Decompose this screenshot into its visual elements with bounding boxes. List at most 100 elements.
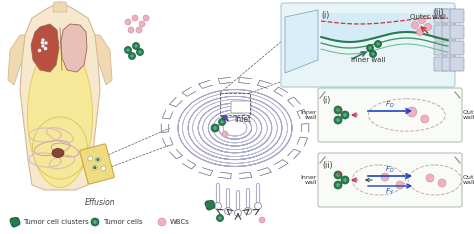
Circle shape [225, 208, 231, 215]
Circle shape [374, 40, 382, 48]
Circle shape [125, 19, 131, 25]
Polygon shape [301, 124, 309, 132]
FancyBboxPatch shape [434, 57, 448, 71]
Text: Tumor cells: Tumor cells [103, 219, 143, 225]
Circle shape [255, 202, 262, 209]
FancyBboxPatch shape [281, 3, 455, 87]
Circle shape [336, 118, 340, 122]
Polygon shape [199, 80, 213, 88]
FancyBboxPatch shape [434, 9, 448, 23]
Circle shape [215, 202, 221, 209]
FancyBboxPatch shape [450, 57, 464, 71]
Text: Outer
wall: Outer wall [463, 110, 474, 121]
Circle shape [425, 23, 431, 30]
Circle shape [366, 44, 374, 51]
FancyBboxPatch shape [450, 25, 464, 39]
Circle shape [421, 115, 429, 123]
Circle shape [336, 183, 340, 187]
Polygon shape [239, 172, 252, 179]
Circle shape [341, 176, 349, 184]
Circle shape [211, 124, 219, 132]
Circle shape [12, 220, 18, 227]
Polygon shape [285, 10, 318, 73]
FancyBboxPatch shape [442, 41, 456, 55]
Text: Outer wall: Outer wall [410, 14, 446, 20]
Circle shape [133, 43, 139, 50]
Circle shape [206, 205, 212, 211]
Circle shape [137, 48, 144, 55]
Circle shape [132, 15, 138, 21]
Circle shape [334, 181, 342, 189]
Circle shape [368, 46, 372, 50]
FancyBboxPatch shape [450, 41, 464, 55]
Text: Inner wall: Inner wall [351, 57, 385, 63]
Polygon shape [274, 160, 288, 169]
Circle shape [343, 113, 347, 117]
Circle shape [101, 166, 106, 171]
Polygon shape [53, 2, 67, 12]
Circle shape [136, 27, 142, 33]
Circle shape [370, 51, 376, 58]
Circle shape [336, 108, 340, 112]
Circle shape [220, 121, 224, 124]
Polygon shape [218, 172, 231, 179]
Circle shape [245, 208, 252, 215]
Text: Inner
wall: Inner wall [301, 110, 317, 121]
FancyBboxPatch shape [318, 88, 462, 142]
Circle shape [259, 217, 265, 223]
FancyBboxPatch shape [231, 101, 251, 113]
Circle shape [127, 48, 129, 51]
Circle shape [13, 217, 19, 223]
Polygon shape [182, 160, 196, 169]
Text: (i): (i) [321, 11, 329, 20]
Text: $F_Y$: $F_Y$ [385, 187, 395, 197]
Ellipse shape [33, 117, 88, 179]
Polygon shape [257, 168, 272, 176]
Circle shape [41, 44, 45, 48]
Circle shape [92, 165, 97, 170]
Circle shape [93, 220, 97, 224]
FancyBboxPatch shape [434, 41, 448, 55]
Text: (i): (i) [322, 96, 330, 105]
Polygon shape [170, 97, 182, 107]
Ellipse shape [27, 43, 92, 187]
Circle shape [15, 220, 20, 226]
Circle shape [138, 50, 142, 54]
Polygon shape [239, 77, 252, 84]
Circle shape [343, 178, 347, 182]
Circle shape [334, 171, 342, 179]
Circle shape [210, 203, 216, 209]
Circle shape [97, 158, 99, 161]
Circle shape [235, 209, 241, 216]
Polygon shape [31, 24, 59, 72]
Circle shape [158, 218, 166, 226]
Circle shape [417, 29, 423, 36]
Polygon shape [20, 2, 100, 190]
Polygon shape [163, 110, 173, 119]
Circle shape [419, 17, 426, 23]
Text: Tumor cell clusters: Tumor cell clusters [23, 219, 89, 225]
Circle shape [94, 166, 96, 169]
FancyBboxPatch shape [442, 9, 456, 23]
Circle shape [11, 222, 17, 227]
Circle shape [381, 173, 389, 181]
Polygon shape [161, 124, 169, 132]
Polygon shape [182, 87, 196, 96]
FancyBboxPatch shape [434, 25, 448, 39]
Circle shape [334, 116, 342, 124]
Circle shape [125, 47, 131, 54]
Circle shape [130, 55, 134, 58]
Polygon shape [274, 87, 288, 96]
Text: Outer
wall: Outer wall [463, 175, 474, 185]
Polygon shape [297, 137, 308, 146]
Circle shape [426, 174, 434, 182]
Bar [220, 93, 250, 115]
Circle shape [88, 156, 93, 161]
Circle shape [336, 173, 340, 177]
Text: WBCs: WBCs [170, 219, 190, 225]
Polygon shape [170, 149, 182, 159]
Circle shape [128, 52, 136, 59]
FancyBboxPatch shape [80, 144, 114, 184]
Circle shape [219, 118, 226, 125]
Circle shape [139, 21, 145, 27]
